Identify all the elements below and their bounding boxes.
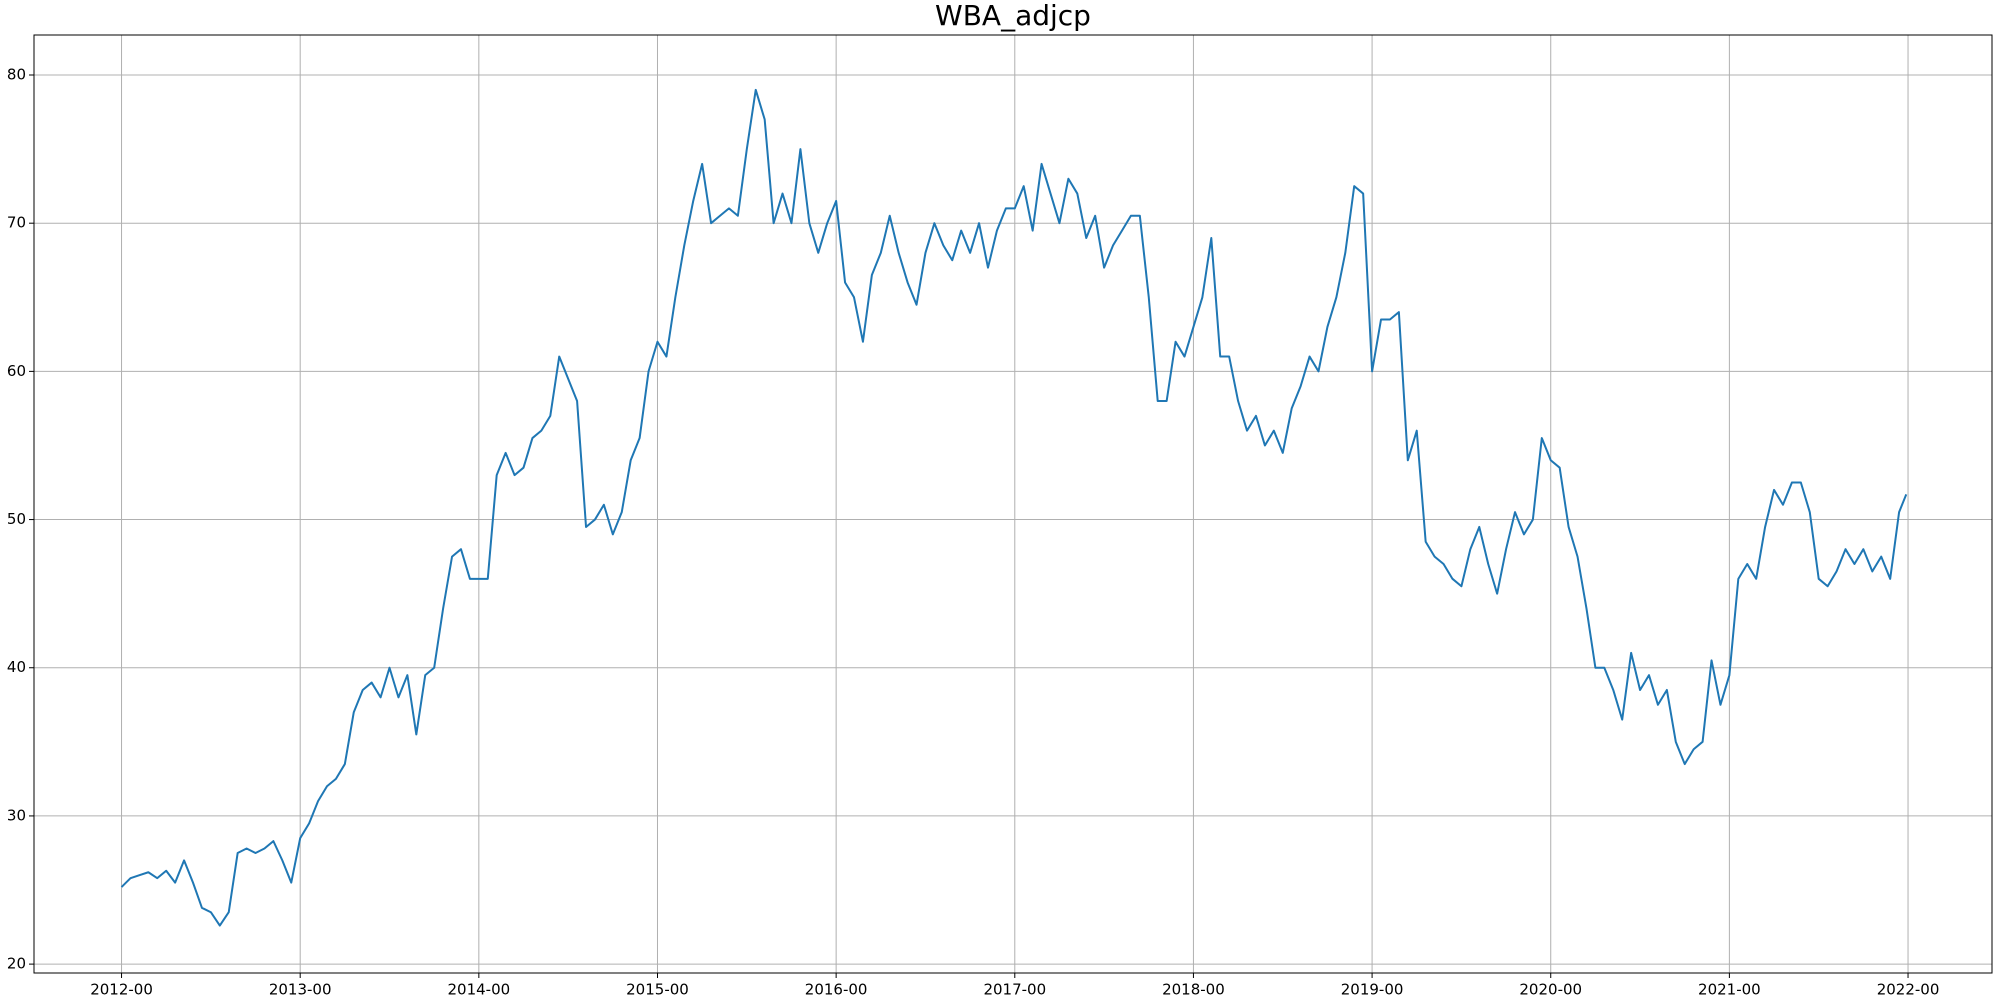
y-tick-label: 40	[7, 658, 26, 676]
y-tick-label: 60	[7, 362, 26, 380]
chart-title: WBA_adjcp	[935, 0, 1091, 32]
x-tick-label: 2020-00	[1519, 981, 1582, 999]
x-tick-label: 2014-00	[447, 981, 510, 999]
x-tick-label: 2017-00	[983, 981, 1046, 999]
x-tick-label: 2019-00	[1341, 981, 1404, 999]
plot-frame	[33, 34, 1993, 974]
y-tick-label: 30	[7, 806, 26, 824]
x-tick-label: 2012-00	[90, 981, 153, 999]
y-tick-label: 80	[7, 66, 26, 84]
x-tick-label: 2018-00	[1162, 981, 1225, 999]
price-line	[120, 88, 1908, 927]
y-tick-label: 70	[7, 214, 26, 232]
x-tick-label: 2015-00	[626, 981, 689, 999]
y-tick-label: 20	[7, 955, 26, 973]
x-tick-label: 2021-00	[1698, 981, 1761, 999]
x-tick-label: 2013-00	[269, 981, 332, 999]
x-tick-label: 2016-00	[805, 981, 868, 999]
x-tick-label: 2022-00	[1877, 981, 1940, 999]
y-tick-label: 50	[7, 510, 26, 528]
